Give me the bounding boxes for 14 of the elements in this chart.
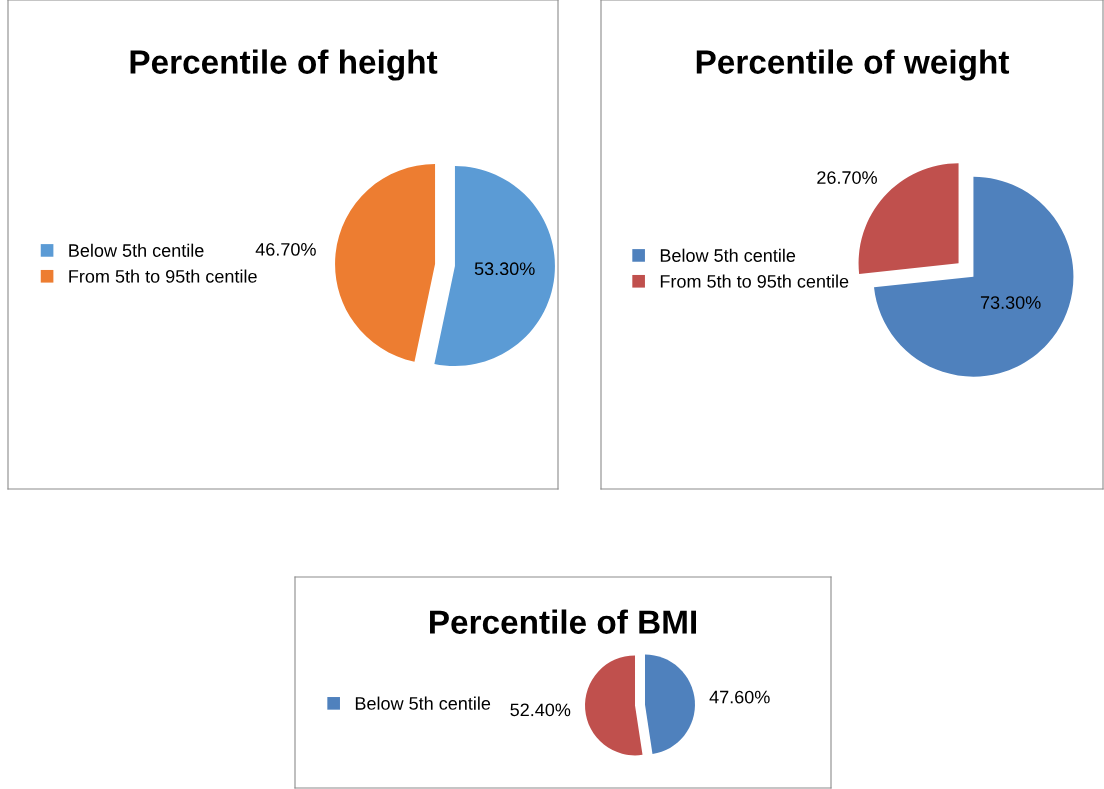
chart-title: Percentile of BMI (430, 609, 696, 634)
data-label: 47.60% (709, 690, 770, 704)
chart-title: Percentile of height (130, 49, 438, 81)
data-label: 53.30% (474, 262, 535, 276)
legend-label: From 5th to 95th centile (660, 274, 849, 288)
chart-title: Percentile of weight (696, 49, 1010, 81)
data-label: 46.70% (255, 242, 316, 256)
legend-label: Below 5th centile (660, 248, 796, 262)
data-label: 26.70% (817, 171, 877, 184)
legend-label: Below 5th centile (69, 243, 204, 257)
legend-label: From 5th to 95th centile (69, 269, 257, 283)
data-label: 52.40% (510, 703, 571, 717)
data-label: 73.30% (980, 296, 1041, 309)
legend-label: Below 5th centile (355, 696, 491, 710)
